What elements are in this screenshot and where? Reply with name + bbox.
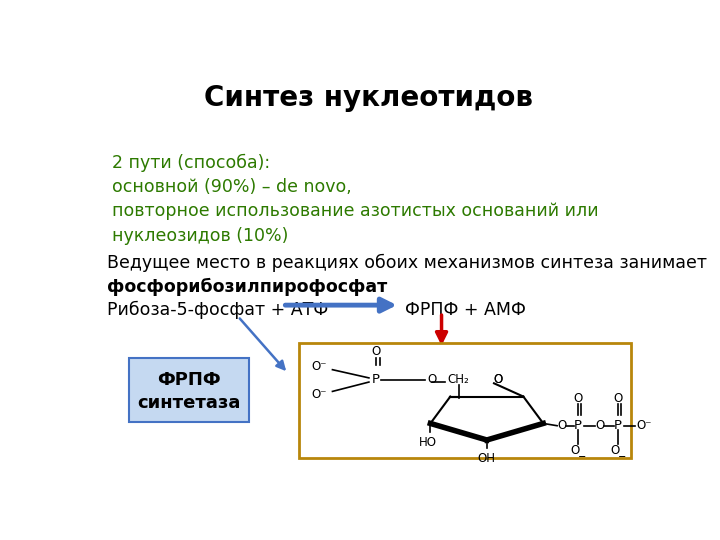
Text: O: O	[371, 345, 380, 358]
Text: O: O	[494, 374, 503, 387]
Text: фосфорибозилпирофосфат: фосфорибозилпирофосфат	[107, 278, 387, 296]
Text: ФРПФ: ФРПФ	[157, 371, 221, 389]
Text: CH₂: CH₂	[448, 374, 469, 387]
Text: P: P	[614, 419, 622, 432]
Text: нуклеозидов (10%): нуклеозидов (10%)	[112, 227, 289, 245]
Text: O: O	[613, 392, 623, 405]
Text: O: O	[595, 419, 604, 432]
Text: O⁻: O⁻	[312, 360, 327, 373]
Bar	[300, 343, 631, 458]
Text: O⁻: O⁻	[312, 388, 327, 401]
Text: ФРПФ + АМФ: ФРПФ + АМФ	[405, 301, 526, 319]
Text: Рибоза-5-фосфат + АТФ: Рибоза-5-фосфат + АТФ	[107, 301, 328, 319]
Text: P: P	[574, 419, 582, 432]
Text: P: P	[372, 374, 379, 387]
Text: повторное использование азотистых оснований или: повторное использование азотистых основа…	[112, 202, 599, 220]
Text: OH: OH	[478, 453, 496, 465]
Text: O⁻: O⁻	[636, 419, 652, 432]
Text: O: O	[557, 419, 566, 432]
Text: HO: HO	[418, 436, 436, 449]
Text: O_: O_	[570, 443, 585, 456]
Text: Ведущее место в реакциях обоих механизмов синтеза занимает: Ведущее место в реакциях обоих механизмо…	[107, 254, 707, 272]
Text: синтетаза: синтетаза	[138, 394, 240, 411]
Text: O: O	[574, 392, 582, 405]
FancyBboxPatch shape	[129, 358, 249, 422]
Text: основной (90%) – de novo,: основной (90%) – de novo,	[112, 178, 352, 197]
Text: 2 пути (способа):: 2 пути (способа):	[112, 154, 271, 172]
Text: O_: O_	[611, 443, 626, 456]
Text: O: O	[494, 374, 503, 387]
Text: Синтез нуклеотидов: Синтез нуклеотидов	[204, 84, 534, 112]
Text: O: O	[428, 374, 436, 387]
